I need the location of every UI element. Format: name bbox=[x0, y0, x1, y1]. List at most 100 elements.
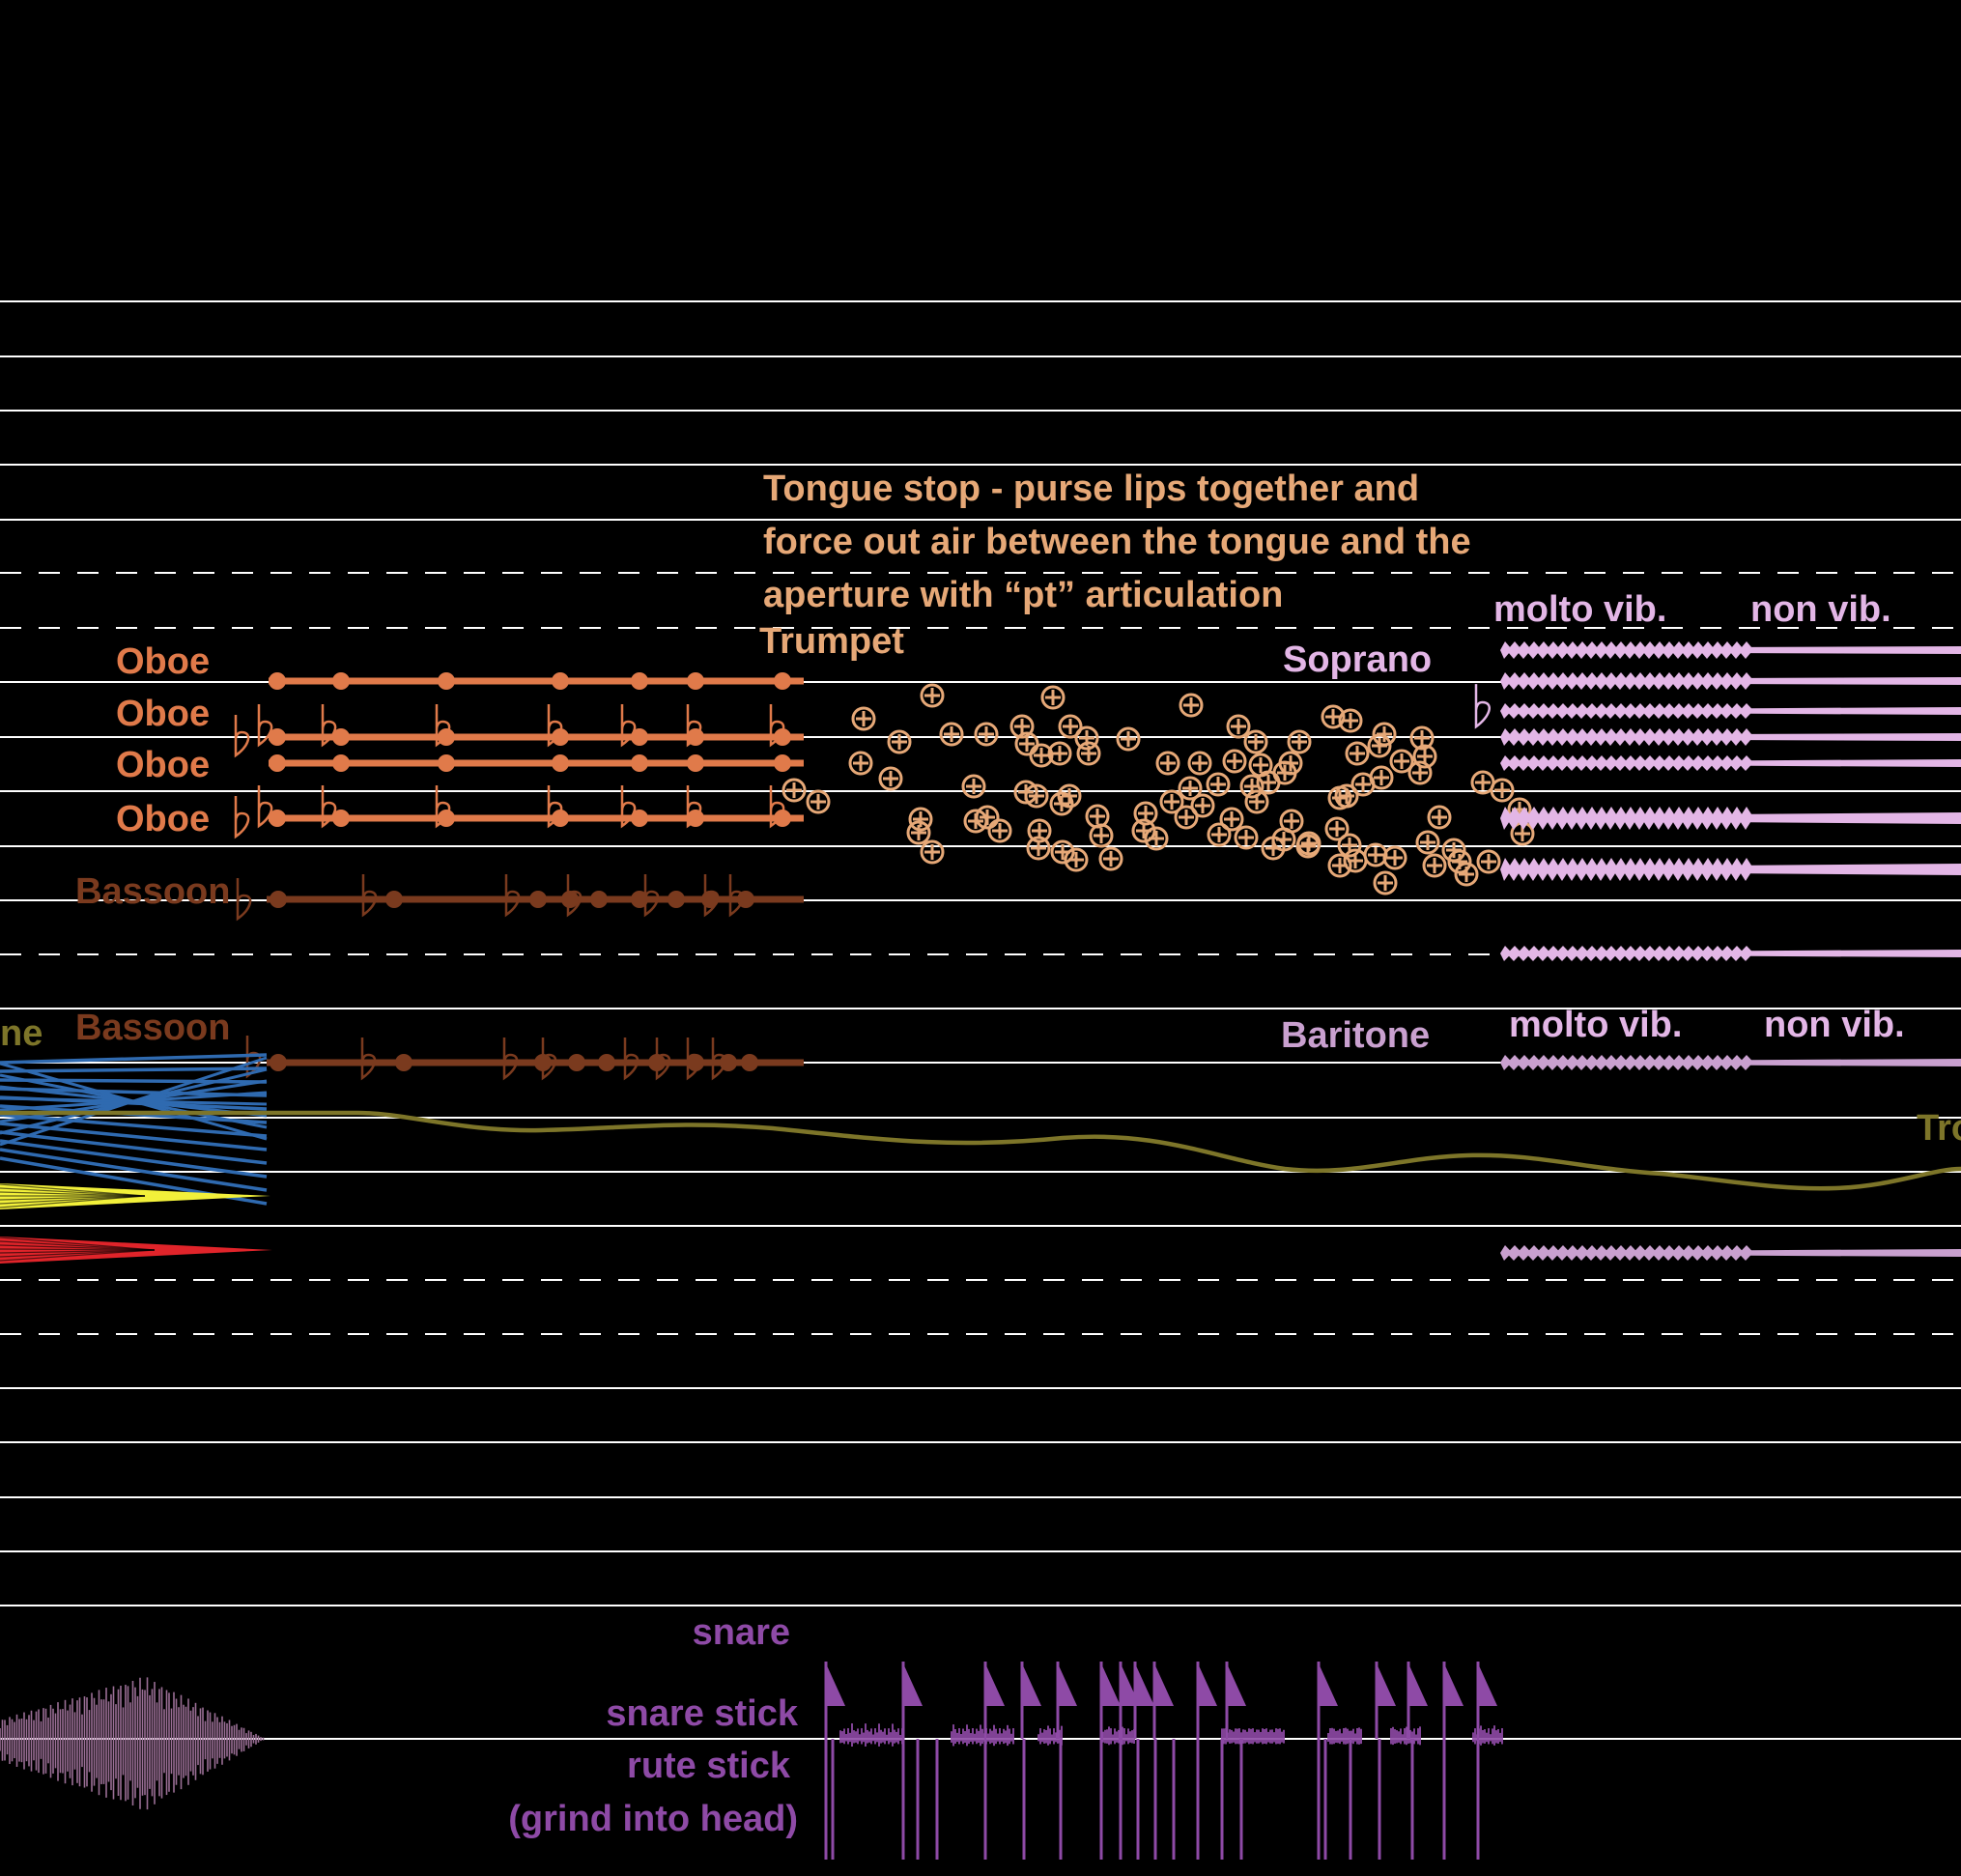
flat-icon bbox=[541, 1037, 557, 1081]
circled-plus-icon bbox=[1047, 741, 1072, 766]
blue-fan-line bbox=[0, 1078, 268, 1084]
circled-plus-icon bbox=[851, 706, 876, 731]
notehead-icon bbox=[438, 672, 455, 690]
flat-icon bbox=[360, 1037, 377, 1081]
circled-plus-icon bbox=[1350, 772, 1376, 797]
flat-icon bbox=[361, 874, 378, 918]
triangle-flag-icon bbox=[903, 1663, 923, 1706]
notehead-icon bbox=[631, 728, 648, 746]
circled-plus-icon bbox=[1407, 760, 1433, 785]
circled-plus-icon bbox=[1412, 744, 1437, 769]
yellow-cone-hatch bbox=[0, 1187, 146, 1197]
vibrato-zigzag bbox=[1500, 807, 1961, 830]
yellow-cone-hatch bbox=[0, 1183, 146, 1197]
circled-plus-icon bbox=[1367, 733, 1392, 758]
tongue-stop-text-2: force out air between the tongue and the bbox=[763, 522, 1471, 562]
notehead-icon bbox=[269, 672, 286, 690]
circled-plus-icon bbox=[1040, 685, 1066, 710]
triangle-flag-icon bbox=[1135, 1663, 1154, 1706]
notehead-icon bbox=[687, 672, 704, 690]
labels: Tongue stop - purse lips together and fo… bbox=[0, 469, 1961, 1839]
circled-plus-icon bbox=[782, 778, 807, 803]
circled-plus-icon bbox=[878, 766, 903, 791]
notehead-icon bbox=[561, 891, 579, 908]
red-cone-hatch bbox=[0, 1240, 156, 1251]
bassoon-label-1: Bassoon bbox=[75, 871, 230, 912]
rute-stick-label: rute stick bbox=[627, 1746, 791, 1786]
triangle-flag-icon bbox=[1022, 1663, 1041, 1706]
vibrato-zigzag bbox=[1500, 946, 1961, 961]
flat-icon bbox=[257, 704, 273, 748]
circled-plus-icon bbox=[963, 809, 988, 834]
notehead-icon bbox=[631, 672, 648, 690]
non-vib-label-1: non vib. bbox=[1750, 589, 1891, 630]
circled-plus-icon bbox=[1324, 816, 1350, 841]
flat-icon bbox=[686, 704, 702, 748]
notehead-icon bbox=[668, 891, 685, 908]
notehead-icon bbox=[270, 1054, 287, 1071]
triangle-flag-icon bbox=[1377, 1663, 1396, 1706]
flat-icon bbox=[321, 785, 337, 829]
circled-plus-icon bbox=[1133, 801, 1158, 826]
circled-plus-icon bbox=[961, 774, 986, 799]
circled-plus-icon bbox=[1098, 846, 1123, 871]
flat-icon bbox=[769, 704, 785, 748]
blue-fan-line bbox=[0, 1066, 268, 1073]
voice-parts bbox=[1474, 641, 1961, 1261]
triangle-flag-icon bbox=[1227, 1663, 1246, 1706]
circled-plus-icon bbox=[1256, 770, 1281, 795]
circled-plus-icon bbox=[1089, 823, 1114, 848]
flat-icon bbox=[703, 874, 720, 918]
red-cone-hatch bbox=[0, 1249, 156, 1262]
flat-icon bbox=[504, 874, 521, 918]
blue-fan-line bbox=[0, 1053, 268, 1065]
triangle-flag-icon bbox=[1058, 1663, 1077, 1706]
trombone-label-right: Tro bbox=[1917, 1108, 1961, 1149]
circled-plus-icon bbox=[1343, 848, 1368, 873]
notehead-icon bbox=[332, 672, 350, 690]
flat-icon bbox=[711, 1037, 727, 1081]
notehead-icon bbox=[438, 754, 455, 772]
circled-plus-icon bbox=[987, 818, 1012, 843]
circled-plus-icon bbox=[1239, 774, 1265, 799]
grind-label: (grind into head) bbox=[508, 1799, 798, 1839]
triangle-flag-icon bbox=[1319, 1663, 1338, 1706]
trombone-label-left: ne bbox=[0, 1013, 43, 1054]
flat-icon bbox=[547, 785, 563, 829]
oboe-label-3: Oboe bbox=[116, 745, 210, 785]
non-vib-label-2: non vib. bbox=[1764, 1005, 1905, 1045]
circled-plus-icon bbox=[1026, 836, 1051, 861]
soprano-label: Soprano bbox=[1283, 640, 1432, 680]
triangle-flag-icon bbox=[1408, 1663, 1428, 1706]
vibrato-zigzag bbox=[1500, 728, 1961, 746]
red-cone-hatch bbox=[0, 1249, 156, 1258]
left-parts bbox=[0, 1053, 1961, 1264]
circled-plus-icon bbox=[920, 683, 945, 708]
flat-icon bbox=[234, 796, 250, 839]
notehead-icon bbox=[590, 891, 608, 908]
circled-plus-icon bbox=[1373, 870, 1398, 895]
flat-icon bbox=[686, 785, 702, 829]
circled-plus-icon bbox=[1287, 729, 1312, 754]
circled-plus-icon bbox=[1049, 791, 1074, 816]
circled-plus-icon bbox=[1337, 833, 1362, 858]
circled-plus-icon bbox=[806, 789, 831, 814]
vibrato-zigzag bbox=[1500, 1245, 1961, 1261]
circled-plus-icon bbox=[887, 729, 912, 754]
red-cone-hatch bbox=[0, 1236, 156, 1251]
notehead-icon bbox=[687, 754, 704, 772]
circled-plus-icon bbox=[920, 839, 945, 865]
circled-plus-icon bbox=[1427, 805, 1452, 830]
circled-plus-icon bbox=[1321, 704, 1346, 729]
oboe-label-1: Oboe bbox=[116, 641, 210, 682]
triangle-flag-icon bbox=[1101, 1663, 1121, 1706]
circled-plus-icon bbox=[1064, 847, 1089, 872]
flat-icon bbox=[435, 785, 451, 829]
notehead-icon bbox=[774, 754, 791, 772]
vibrato-zigzag bbox=[1500, 641, 1961, 659]
circled-plus-icon bbox=[1144, 826, 1169, 851]
notehead-icon bbox=[395, 1054, 412, 1071]
notehead-icon bbox=[631, 891, 648, 908]
circled-plus-icon bbox=[1415, 830, 1440, 855]
